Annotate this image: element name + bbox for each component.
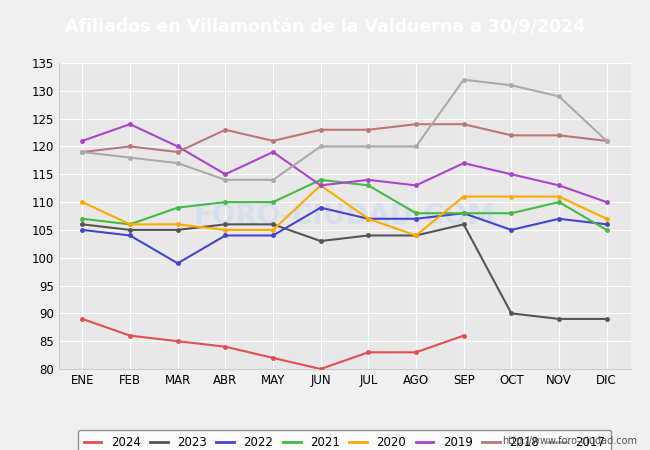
Text: http://www.foro-ciudad.com: http://www.foro-ciudad.com xyxy=(502,436,637,446)
Text: Afiliados en Villamontán de la Valduerna a 30/9/2024: Afiliados en Villamontán de la Valduerna… xyxy=(65,18,585,36)
Legend: 2024, 2023, 2022, 2021, 2020, 2019, 2018, 2017: 2024, 2023, 2022, 2021, 2020, 2019, 2018… xyxy=(77,430,612,450)
Text: FORO-CIUDAD.COM: FORO-CIUDAD.COM xyxy=(194,202,495,230)
